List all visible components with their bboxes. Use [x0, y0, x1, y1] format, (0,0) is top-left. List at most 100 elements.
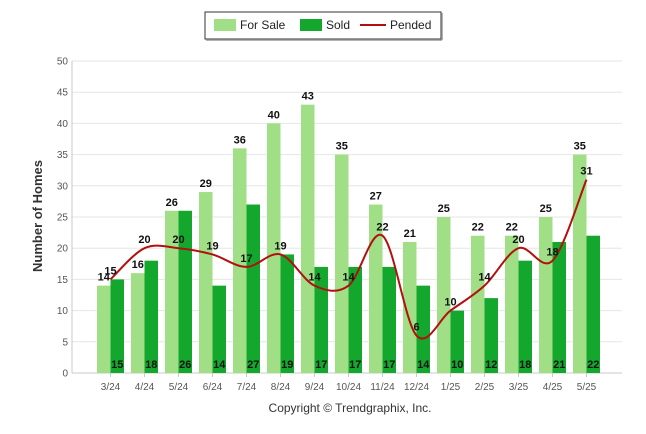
label-pended: 20: [512, 234, 524, 246]
x-tick-label: 1/25: [441, 382, 461, 393]
bar-for-sale: [267, 123, 281, 374]
legend-swatch: [214, 19, 236, 31]
legend-label: For Sale: [240, 18, 286, 32]
label-for-sale: 35: [336, 141, 348, 153]
label-sold: 10: [451, 359, 463, 371]
label-pended: 6: [413, 322, 419, 334]
y-tick-label: 5: [62, 337, 68, 348]
label-sold: 14: [417, 359, 430, 371]
label-pended: 15: [104, 265, 116, 277]
label-pended: 14: [342, 272, 355, 284]
bar-for-sale: [335, 154, 349, 373]
label-for-sale: 16: [132, 259, 144, 271]
x-tick-label: 10/24: [336, 382, 361, 393]
label-pended: 20: [138, 234, 150, 246]
x-tick-label: 6/24: [203, 382, 223, 393]
x-tick-label: 7/24: [237, 382, 257, 393]
label-pended: 18: [546, 247, 558, 259]
x-tick-label: 3/25: [509, 382, 529, 393]
label-sold: 18: [519, 359, 531, 371]
x-tick-label: 9/24: [305, 382, 325, 393]
label-for-sale: 27: [370, 191, 382, 203]
label-for-sale: 40: [268, 109, 280, 121]
x-tick-label: 4/25: [543, 382, 563, 393]
legend-label: Sold: [326, 18, 350, 32]
label-pended: 14: [308, 272, 321, 284]
bar-for-sale: [233, 148, 247, 373]
label-sold: 27: [247, 359, 259, 371]
pended-line-layer: [109, 179, 588, 340]
bar-sold: [450, 310, 464, 373]
bar-for-sale: [165, 210, 179, 373]
y-tick-label: 30: [57, 181, 69, 192]
legend-label: Pended: [390, 18, 431, 32]
bar-sold: [212, 285, 226, 373]
label-for-sale: 25: [540, 203, 552, 215]
label-sold: 17: [315, 359, 327, 371]
bar-sold: [348, 266, 362, 373]
label-sold: 19: [281, 359, 293, 371]
label-pended: 14: [478, 272, 491, 284]
bar-sold: [314, 266, 328, 373]
label-for-sale: 22: [472, 222, 484, 234]
bar-sold: [178, 210, 192, 373]
x-tick-label: 2/25: [475, 382, 495, 393]
label-sold: 17: [383, 359, 395, 371]
bar-sold: [416, 285, 430, 373]
label-for-sale: 29: [200, 178, 212, 190]
legend: For Sale Sold Pended: [204, 11, 443, 41]
bar-for-sale: [369, 204, 383, 373]
bar-sold: [110, 279, 124, 373]
label-pended: 22: [376, 222, 388, 234]
x-tick-label: 8/24: [271, 382, 291, 393]
label-sold: 12: [485, 359, 497, 371]
label-sold: 18: [145, 359, 157, 371]
label-sold: 14: [213, 359, 226, 371]
x-tick-label: 12/24: [404, 382, 429, 393]
y-tick-label: 15: [57, 275, 69, 286]
x-tick-label: 3/24: [101, 382, 121, 393]
label-sold: 17: [349, 359, 361, 371]
y-tick-label: 40: [57, 119, 69, 130]
x-tick-label: 4/24: [135, 382, 155, 393]
y-tick-label: 20: [57, 244, 69, 255]
bar-for-sale: [199, 192, 213, 373]
copyright-credit: Copyright © Trendgraphix, Inc.: [269, 401, 432, 415]
label-for-sale: 43: [302, 91, 314, 103]
label-for-sale: 36: [234, 134, 246, 146]
label-sold: 15: [111, 359, 123, 371]
label-for-sale: 22: [506, 222, 518, 234]
bar-sold: [518, 260, 532, 373]
bar-sold: [586, 235, 600, 373]
label-pended: 19: [206, 240, 218, 252]
y-tick-label: 0: [62, 369, 68, 380]
bar-for-sale: [131, 273, 145, 373]
bar-sold: [280, 254, 294, 373]
legend-box: [204, 11, 442, 40]
bar-for-sale: [301, 104, 315, 374]
x-tick-label: 11/24: [370, 382, 395, 393]
bar-for-sale: [403, 241, 417, 373]
y-axis-label: Number of Homes: [30, 160, 45, 272]
label-for-sale: 14: [98, 272, 111, 284]
label-pended: 19: [274, 240, 286, 252]
bar-for-sale: [539, 217, 553, 373]
y-tick-label: 35: [57, 150, 69, 161]
bars: [97, 104, 600, 374]
label-sold: 21: [553, 359, 565, 371]
bar-sold: [552, 241, 566, 373]
label-for-sale: 25: [438, 203, 450, 215]
bar-for-sale: [505, 235, 519, 373]
bar-sold: [382, 266, 396, 373]
label-sold: 22: [587, 359, 599, 371]
x-tick-label: 5/24: [169, 382, 189, 393]
label-pended: 20: [172, 234, 184, 246]
y-tick-label: 45: [57, 88, 69, 99]
label-for-sale: 26: [166, 197, 178, 209]
bar-sold: [484, 298, 498, 373]
data-labels: 1415151618202626202914193627174019194317…: [98, 91, 600, 371]
axes: 0 5 10 15 20 25 30 35 40 45 50 3/24 4/24 5/24 6/24 7/24…: [57, 57, 597, 394]
bar-for-sale: [97, 285, 111, 373]
